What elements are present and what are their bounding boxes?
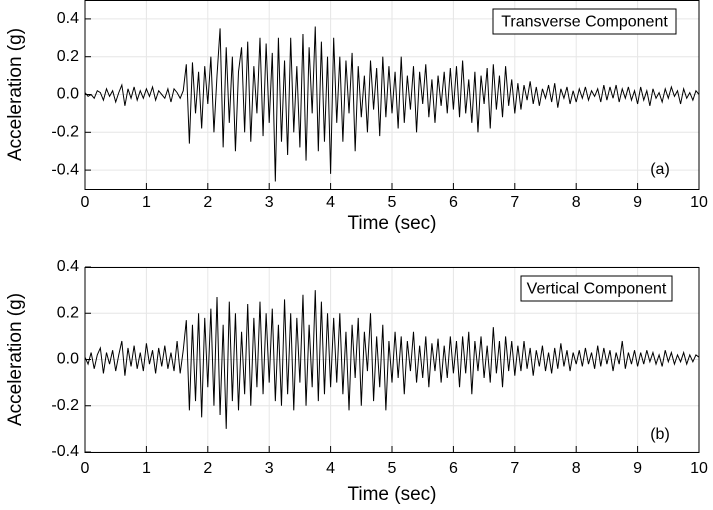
x-tick-label: 4 [326,194,335,211]
x-tick-label: 0 [81,194,90,211]
label-box [520,275,673,302]
plot-frame [84,0,700,190]
data-line [84,26,700,182]
label-box [492,8,677,35]
y-tick-label: 0.4 [57,10,79,27]
panel: -0.4 -0.2 0.0 0.2 0.4 0 1 2 3 4 5 6 7 8 9 10 Time (sec) A… [5,0,708,234]
x-tick-label: 3 [265,194,274,211]
x-tick-label: 0 [81,460,90,477]
x-tick-label: 2 [203,194,212,211]
x-tick-label: 2 [203,460,212,477]
x-tick-label: 1 [142,460,151,477]
x-tick-label: 1 [142,194,151,211]
x-tick-label: 7 [510,460,519,477]
y-tick-label: 0.4 [57,258,79,275]
x-axis-title: Time (sec) [347,484,436,505]
series-label: Vertical Component [527,281,667,298]
y-tick-label: 0.0 [57,351,79,368]
panel-label: (b) [650,426,670,443]
x-tick-label: 9 [633,194,642,211]
y-axis-title: Acceleration (g) [5,28,26,161]
x-tick-label: 3 [265,460,274,477]
y-axis-title: Acceleration (g) [5,293,26,426]
x-tick-label: 6 [449,460,458,477]
y-tick-label: -0.2 [51,397,79,414]
y-tick-label: -0.4 [51,443,79,460]
panel-label: (a) [650,161,670,178]
x-axis-title: Time (sec) [347,213,436,234]
series-label: Transverse Component [501,14,668,31]
x-tick-label: 5 [388,460,397,477]
y-tick-label: 0.2 [57,304,79,321]
x-tick-label: 6 [449,194,458,211]
x-tick-label: 9 [633,460,642,477]
x-tick-label: 10 [690,194,708,211]
x-tick-label: 8 [572,194,581,211]
y-tick-label: -0.4 [51,161,79,178]
plot-frame [84,267,700,453]
x-tick-label: 8 [572,460,581,477]
y-tick-label: 0.0 [57,86,79,103]
data-line [84,290,700,429]
x-tick-label: 7 [510,194,519,211]
y-tick-label: 0.2 [57,48,79,65]
y-tick-label: -0.2 [51,124,79,141]
x-tick-label: 5 [388,194,397,211]
x-tick-label: 10 [690,460,708,477]
x-tick-label: 4 [326,460,335,477]
panel: -0.4 -0.2 0.0 0.2 0.4 0 1 2 3 4 5 6 7 8 9 10 Time (sec) A… [5,258,708,505]
